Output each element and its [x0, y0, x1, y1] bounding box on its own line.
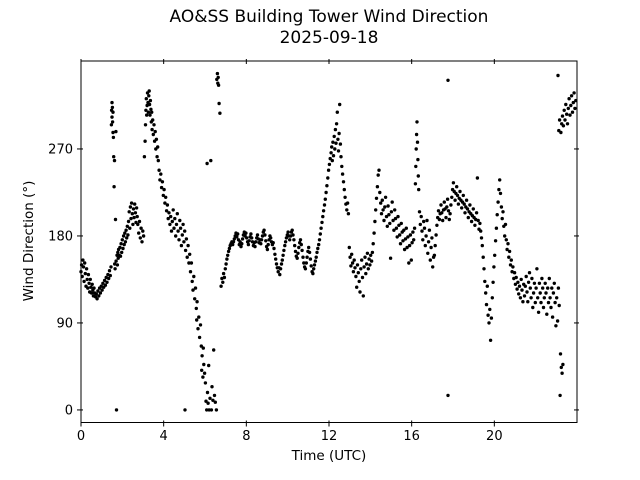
chart-title: AO&SS Building Tower Wind Direction	[169, 7, 489, 27]
y-tick-label: 0	[65, 403, 73, 418]
y-axis-label: Wind Direction (°)	[21, 180, 37, 302]
chart-subtitle-date: 2025-09-18	[279, 28, 379, 48]
scatter-points	[79, 71, 578, 412]
x-tick-label: 8	[242, 429, 250, 444]
x-axis: 0 4 8 12 16 20	[77, 59, 503, 444]
y-tick-label: 90	[56, 316, 73, 331]
y-axis: 0 90 180 270	[48, 142, 579, 418]
y-tick-label: 270	[48, 142, 73, 157]
x-tick-label: 16	[403, 429, 420, 444]
chart-title-block: AO&SS Building Tower Wind Direction 2025…	[81, 7, 577, 49]
x-tick-label: 20	[486, 429, 503, 444]
x-tick-label: 0	[77, 429, 85, 444]
plot-border	[80, 60, 578, 423]
y-tick-label: 180	[48, 229, 73, 244]
x-axis-label: Time (UTC)	[291, 448, 367, 464]
x-tick-label: 4	[160, 429, 168, 444]
x-tick-label: 12	[321, 429, 338, 444]
